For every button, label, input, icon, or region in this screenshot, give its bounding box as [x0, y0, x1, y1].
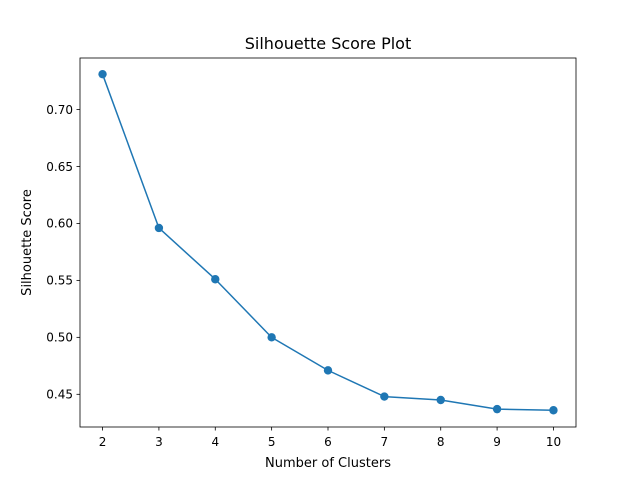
y-tick-label: 0.50	[46, 331, 73, 345]
x-tick-label: 3	[155, 435, 163, 449]
x-tick-label: 6	[324, 435, 332, 449]
data-point	[323, 366, 333, 375]
data-point	[549, 406, 558, 415]
x-tick-label: 10	[546, 435, 561, 449]
plot-frame	[79, 57, 577, 428]
data-point	[211, 275, 220, 284]
y-axis-label: Silhouette Score	[20, 189, 35, 296]
x-tick-label: 7	[381, 435, 389, 449]
data-point	[436, 395, 445, 405]
y-tick-label: 0.60	[46, 217, 73, 231]
series-markers	[98, 69, 558, 415]
y-tick-label: 0.45	[46, 388, 73, 402]
x-tick-label: 9	[493, 435, 501, 449]
plot-area	[80, 58, 576, 427]
data-point	[492, 404, 502, 414]
y-tick-label: 0.70	[46, 103, 73, 117]
y-axis: 0.45 0.50 0.55 0.60 0.65 0.70	[46, 103, 80, 402]
y-tick-label: 0.65	[46, 160, 73, 174]
y-tick-label: 0.55	[46, 274, 73, 288]
data-point	[267, 333, 276, 342]
data-point	[98, 69, 107, 79]
data-point	[380, 392, 389, 401]
x-axis-label: Number of Clusters	[265, 456, 391, 471]
data-point	[154, 223, 164, 233]
x-tick-label: 5	[268, 435, 276, 449]
x-axis: 2 3 4 5 6 7 8 9 10	[99, 427, 561, 449]
x-tick-label: 4	[211, 435, 219, 449]
x-tick-label: 8	[437, 435, 445, 449]
x-tick-label: 2	[99, 435, 107, 449]
chart-title: Silhouette Score Plot	[245, 34, 412, 53]
